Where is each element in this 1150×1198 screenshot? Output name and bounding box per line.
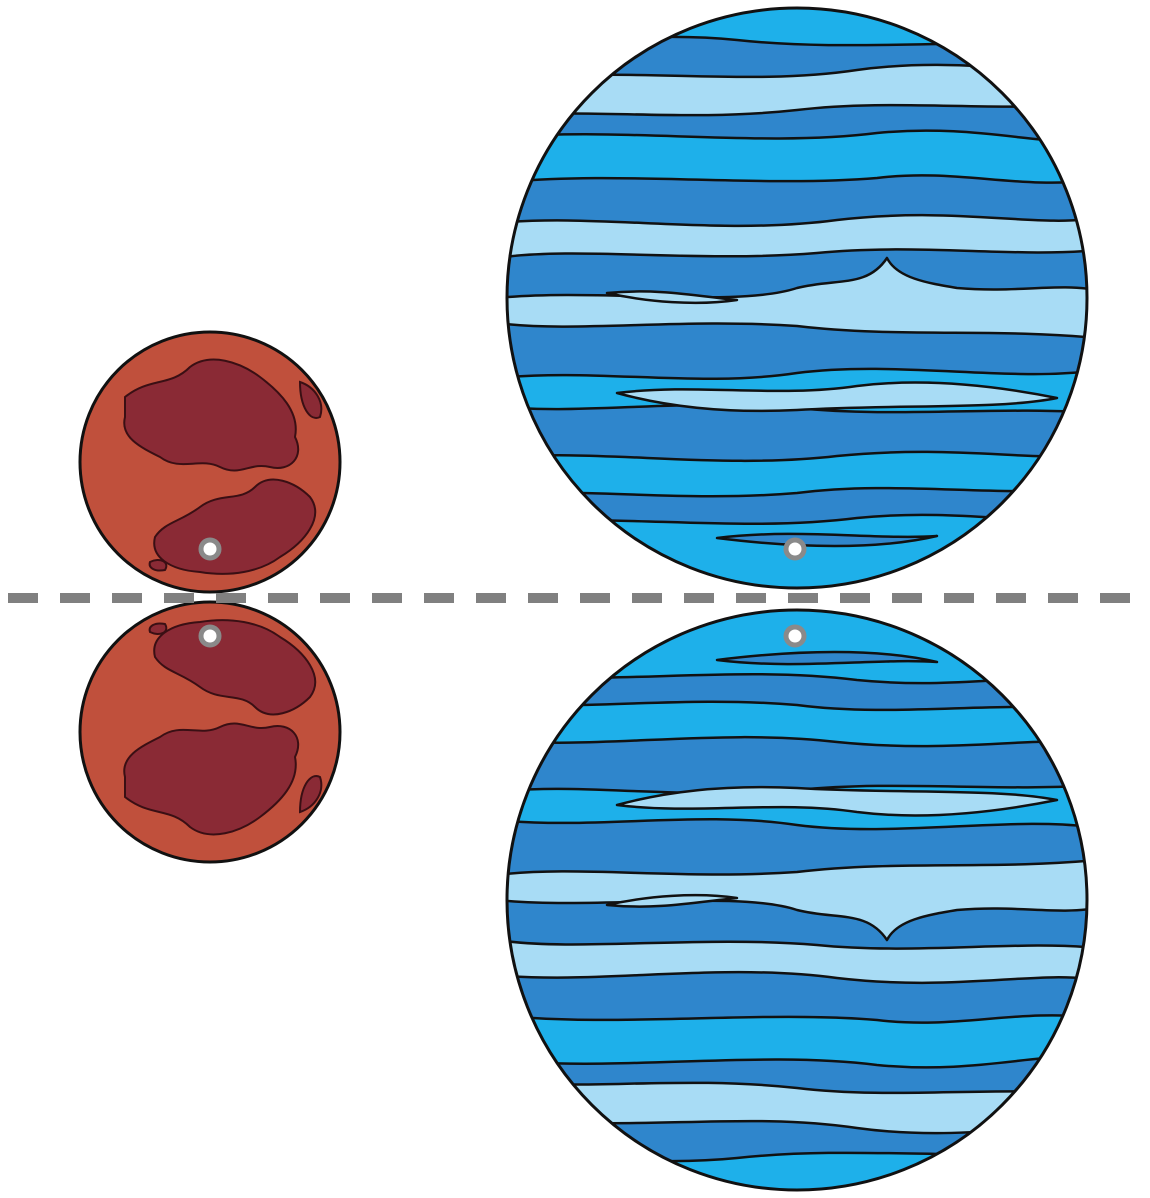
- center-dot: [783, 537, 807, 561]
- blue-planet-bottom: [497, 600, 1097, 1198]
- blue-planet-top: [497, 0, 1097, 598]
- center-dot: [783, 624, 807, 648]
- center-dot: [198, 624, 222, 648]
- center-dot: [198, 537, 222, 561]
